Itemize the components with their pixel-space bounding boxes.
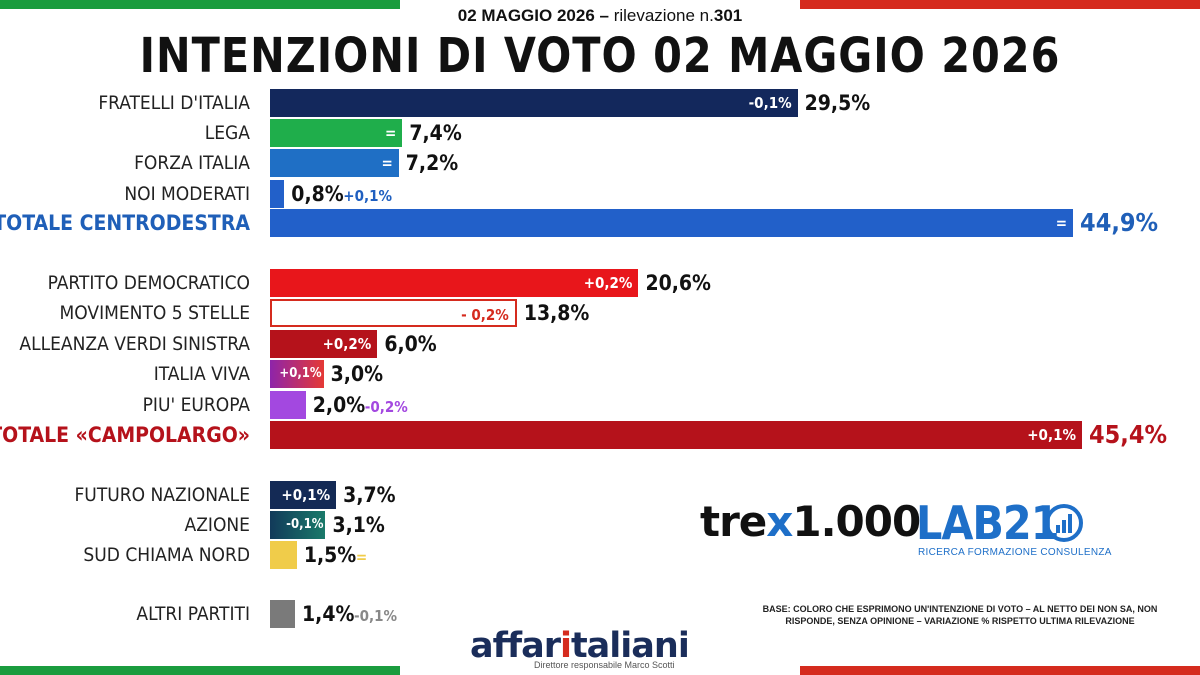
bar-row: FRATELLI D'ITALIA -0,1% 29,5%	[0, 89, 1200, 117]
bar-row: FUTURO NAZIONALE +0,1% 3,7%	[0, 481, 1200, 509]
bar	[270, 541, 297, 569]
change-label: -0,2%	[364, 398, 408, 416]
subtitle-survey-number: 301	[713, 6, 743, 25]
bar-row: PIU' EUROPA 2,0% -0,2%	[0, 391, 1200, 419]
trex-logo-text-a: tre	[700, 497, 767, 546]
bar-label: ALLEANZA VERDI SINISTRA	[19, 333, 250, 355]
trex-logo: trex1.000	[700, 497, 921, 546]
flag-stripe-red-bottom	[800, 666, 1200, 675]
affaritaliani-logo: affaritaliani	[470, 626, 690, 666]
change-label: =	[385, 124, 397, 142]
bar: +0,1%	[270, 421, 1082, 449]
lab21-chart-icon	[1045, 504, 1083, 542]
director-credit: Direttore responsabile Marco Scotti	[534, 660, 675, 670]
bar-row: MOVIMENTO 5 STELLE - 0,2% 13,8%	[0, 299, 1200, 327]
chart-title: INTENZIONI DI VOTO 02 MAGGIO 2026	[139, 26, 1061, 84]
change-label: +0,2%	[322, 335, 372, 353]
change-label: - 0,2%	[461, 306, 509, 324]
change-label: +0,2%	[583, 274, 633, 292]
bar: +0,2%	[270, 330, 378, 358]
bar-row: ALTRI PARTITI 1,4% -0,1%	[0, 600, 1200, 628]
value-label: 0,8%	[291, 182, 344, 206]
change-label: =	[355, 548, 368, 566]
bar-label: TOTALE «CAMPOLARGO»	[0, 423, 250, 447]
subtitle-survey: rilevazione n.	[613, 6, 714, 25]
bar-label: ITALIA VIVA	[153, 363, 250, 385]
value-label: 6,0%	[384, 332, 437, 356]
bar: =	[270, 209, 1074, 237]
trex-logo-x: x	[766, 497, 793, 546]
bar-label: AZIONE	[184, 514, 250, 536]
bar-row: FORZA ITALIA = 7,2%	[0, 149, 1200, 177]
bar-row: AZIONE -0,1% 3,1%	[0, 511, 1200, 539]
affari-logo-b: taliani	[570, 626, 690, 666]
flag-stripe-red-top	[800, 0, 1200, 9]
lab21-logo: LAB21	[916, 496, 1060, 550]
bar-row: SUD CHIAMA NORD 1,5% =	[0, 541, 1200, 569]
change-label: -0,1%	[354, 607, 398, 625]
change-label: +0,1%	[281, 486, 331, 504]
subtitle-date: 02 MAGGIO 2026 –	[457, 6, 609, 25]
bar: =	[270, 149, 399, 177]
bar: +0,1%	[270, 481, 337, 509]
bar-label: NOI MODERATI	[124, 183, 250, 205]
bar: +0,1%	[270, 360, 324, 388]
bar-row: TOTALE «CAMPOLARGO» +0,1% 45,4%	[0, 421, 1200, 449]
bar-label: MOVIMENTO 5 STELLE	[59, 302, 250, 324]
flag-stripe-green-top	[0, 0, 400, 9]
flag-stripe-green-bottom	[0, 666, 400, 675]
bar: -0,1%	[270, 89, 798, 117]
lab21-tagline: RICERCA FORMAZIONE CONSULENZA	[918, 547, 1112, 558]
bar-label: PIU' EUROPA	[142, 394, 250, 416]
bar: +0,2%	[270, 269, 639, 297]
bar: =	[270, 119, 403, 147]
bar-row: NOI MODERATI 0,8% +0,1%	[0, 180, 1200, 208]
base-note: BASE: COLORO CHE ESPRIMONO UN'INTENZIONE…	[762, 604, 1158, 626]
bar-label: SUD CHIAMA NORD	[83, 544, 250, 566]
value-label: 1,4%	[302, 602, 355, 626]
bar-row: ALLEANZA VERDI SINISTRA +0,2% 6,0%	[0, 330, 1200, 358]
bar-row: LEGA = 7,4%	[0, 119, 1200, 147]
bar	[270, 391, 306, 419]
bar-label: TOTALE CENTRODESTRA	[0, 211, 250, 235]
value-label: 29,5%	[804, 91, 871, 115]
value-label: 3,7%	[343, 483, 396, 507]
value-label: 13,8%	[523, 301, 590, 325]
affari-logo-a: affar	[470, 626, 561, 666]
change-label: -0,1%	[286, 517, 324, 532]
value-label: 1,5%	[303, 543, 357, 567]
bar	[270, 180, 285, 208]
survey-subtitle: 02 MAGGIO 2026 – rilevazione n.301	[0, 6, 1200, 26]
value-label: 44,9%	[1080, 208, 1159, 237]
trex-logo-text-b: 1.000	[792, 497, 921, 546]
value-label: 2,0%	[312, 393, 366, 417]
bar-label: FUTURO NAZIONALE	[74, 484, 250, 506]
bar: -0,1%	[270, 511, 326, 539]
bar-label: PARTITO DEMOCRATICO	[47, 272, 250, 294]
change-label: +0,1%	[1027, 426, 1076, 444]
value-label: 3,1%	[332, 513, 385, 537]
value-label: 45,4%	[1089, 420, 1168, 449]
value-label: 7,2%	[405, 151, 459, 175]
bar-row: ITALIA VIVA +0,1% 3,0%	[0, 360, 1200, 388]
bar: - 0,2%	[270, 299, 517, 327]
bar-row: TOTALE CENTRODESTRA = 44,9%	[0, 209, 1200, 237]
bar-label: FRATELLI D'ITALIA	[98, 92, 250, 114]
change-label: -0,1%	[748, 94, 792, 112]
bar	[270, 600, 296, 628]
value-label: 3,0%	[330, 362, 384, 386]
bar-label: LEGA	[204, 122, 250, 144]
value-label: 7,4%	[409, 121, 462, 145]
bar-label: ALTRI PARTITI	[136, 603, 250, 625]
change-label: =	[1055, 214, 1068, 232]
bar-row: PARTITO DEMOCRATICO +0,2% 20,6%	[0, 269, 1200, 297]
affari-logo-i: i	[559, 626, 572, 666]
change-label: =	[381, 154, 393, 172]
change-label: +0,1%	[343, 187, 393, 205]
value-label: 20,6%	[645, 271, 711, 295]
bar-label: FORZA ITALIA	[134, 152, 250, 174]
change-label: +0,1%	[279, 366, 322, 381]
